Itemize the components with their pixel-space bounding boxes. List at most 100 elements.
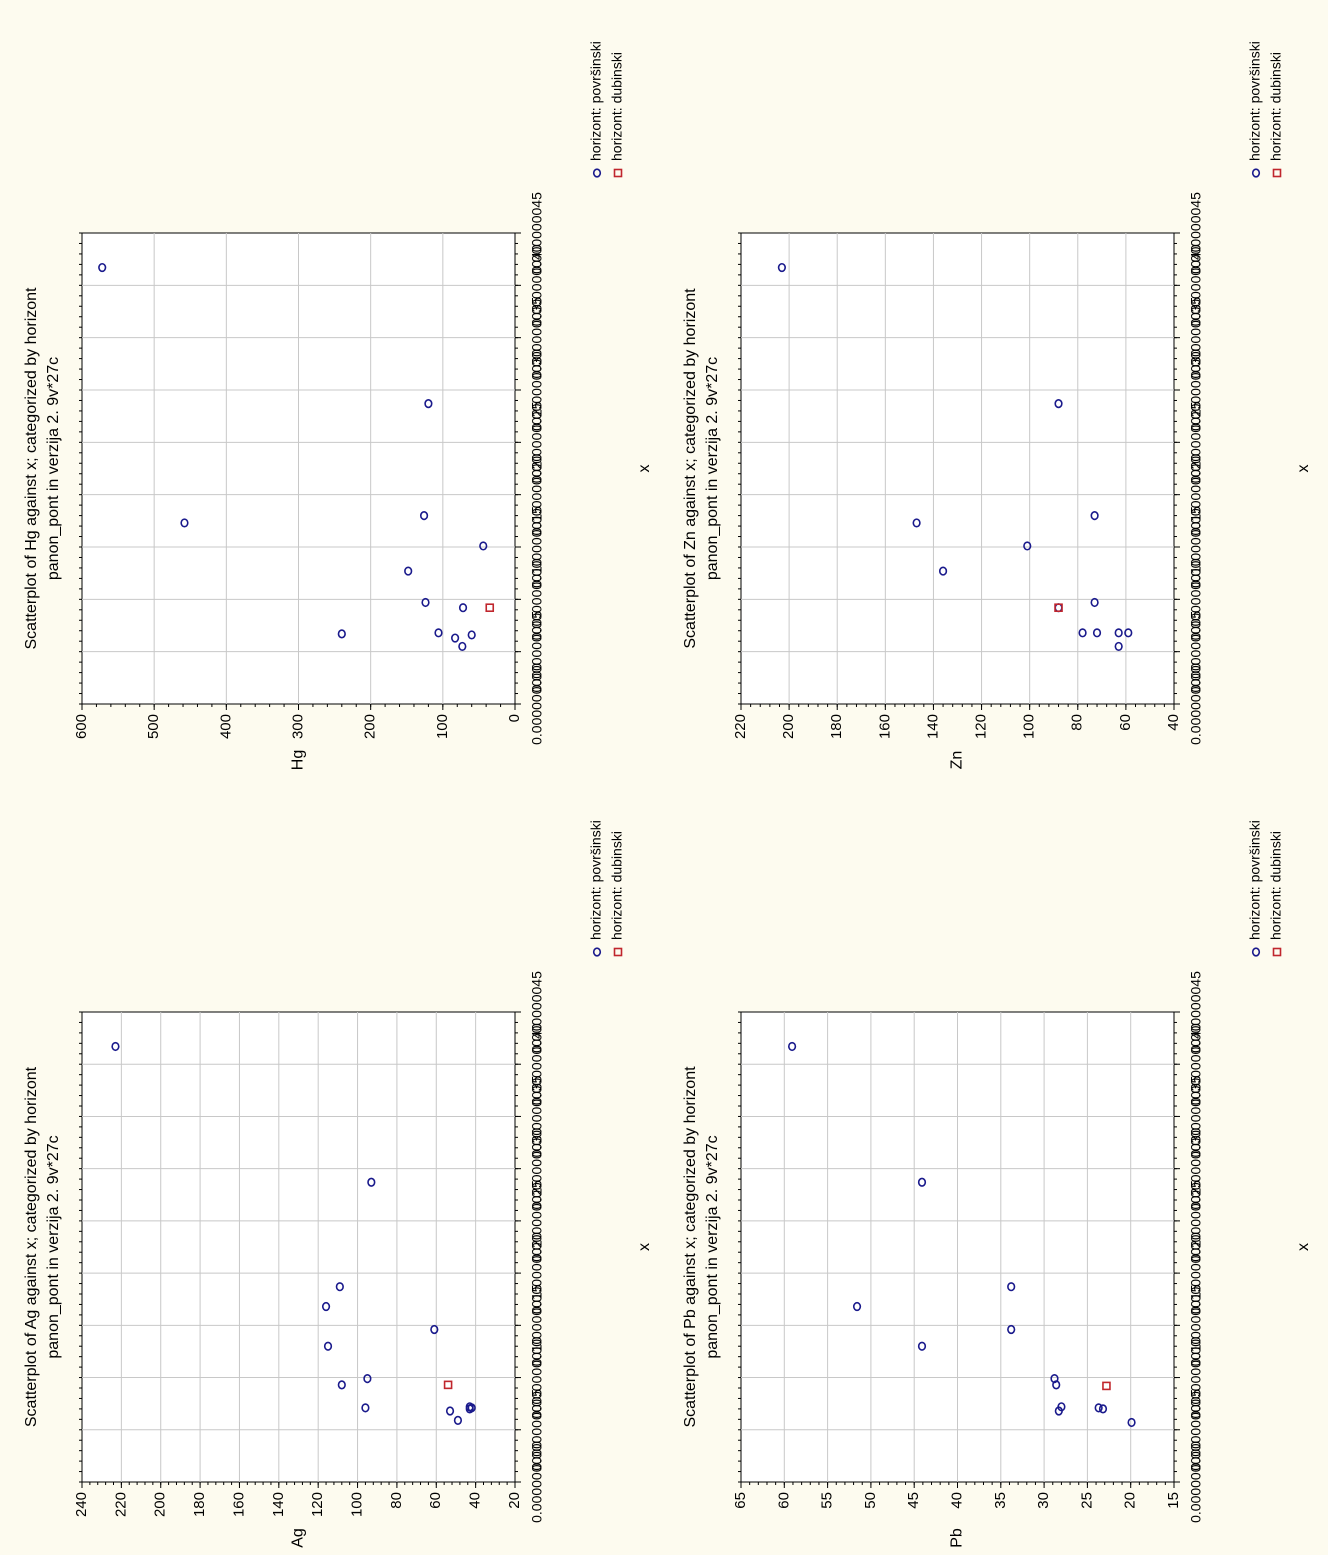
legend-marker-dubinski [1272,947,1282,957]
data-point-povrsinski [434,628,443,638]
x-tick-label: 0.000000035 [1187,1075,1203,1157]
data-point-povrsinski [1023,541,1032,551]
y-tick-label: 200 [152,1492,169,1517]
data-point-povrsinski [777,262,786,273]
y-tick-label: 100 [349,1492,366,1517]
x-tick-label: 0.000000015 [1187,506,1203,588]
chart-panel-hg: 0 100 200 300 400 500 600 0.0000000000.00000000… [0,0,664,778]
x-tick-label: 0.000000045 [528,192,544,274]
chart-title: Scatterplot of Hg against x; categorized… [23,287,40,650]
x-tick-label: 0.000000020 [528,1232,544,1314]
x-tick-label: 0.000000005 [1187,611,1203,693]
y-tick-label: 180 [191,1492,208,1517]
data-point-povrsinski [430,1324,439,1335]
data-point-povrsinski [917,1177,927,1187]
data-point-povrsinski [419,510,429,521]
data-point-povrsinski [917,1341,927,1351]
x-tick-label: 0.000000035 [1187,297,1203,379]
data-point-povrsinski [1092,628,1102,638]
y-axis-label: Hg [290,750,307,770]
data-point-povrsinski [1054,1406,1063,1416]
y-axis-label: Pb [949,1528,966,1548]
chart-title: Scatterplot of Ag against x; categorized… [23,1066,40,1427]
x-tick-label: 0.000000025 [528,401,544,483]
data-point-povrsinski [1114,628,1123,638]
data-point-povrsinski [445,1406,455,1416]
plot-area [740,232,1175,705]
legend-label-dubinski: horizont: dubinski [609,831,625,940]
y-tick-label: 200 [362,714,379,739]
x-tick-label: 0.000000020 [1187,1232,1203,1314]
x-tick-label: 0.000000005 [528,1389,544,1471]
y-tick-label: 40 [948,1492,965,1509]
data-point-povrsinski [367,1177,376,1187]
y-tick-label: 600 [73,714,90,739]
data-point-povrsinski [337,629,346,639]
x-tick-label: 0.000000040 [528,244,544,326]
x-tick-label: 0.000000005 [528,611,544,693]
x-tick-label: 0.000000025 [1187,1180,1203,1262]
data-point-povrsinski [1007,1282,1016,1292]
x-tick-label: 0.000000035 [528,297,544,379]
y-tick-label: 15 [1165,1492,1182,1509]
x-tick-label: 0.000000025 [1187,401,1203,483]
y-tick-label: 20 [1122,1492,1139,1509]
legend-label-povrsinski: horizont: površinski [588,820,604,940]
y-tick-label: 40 [467,1492,484,1509]
x-tick-label: 0.000000005 [1187,1389,1203,1471]
x-axis-label: x [636,465,653,473]
y-tick-label: 100 [434,714,451,739]
y-tick-label: 45 [905,1492,922,1509]
y-tick-label: 220 [112,1492,129,1517]
data-point-povrsinski [421,597,430,608]
chart-subtitle: panon_pont in verzija 2. 9v*27c [45,357,62,580]
x-tick-label: 0.000000000 [1187,1441,1203,1523]
y-tick-label: 50 [862,1492,879,1509]
x-tick-label: 0.000000010 [528,558,544,640]
plot-area [81,1011,516,1483]
data-point-povrsinski [787,1041,797,1052]
y-tick-label: 160 [230,1492,247,1517]
data-point-dubinski [443,1380,453,1390]
x-tick-label: 0.000000030 [1187,349,1203,431]
data-point-povrsinski [1094,1403,1103,1413]
y-tick-label: 55 [819,1492,836,1509]
x-tick-label: 0.000000030 [528,1128,544,1210]
y-tick-label: 60 [775,1492,792,1509]
x-axis-label: x [1295,465,1312,473]
legend-marker-povrsinski [592,168,602,178]
y-tick-label: 20 [506,1492,523,1509]
data-point-dubinski [1054,603,1063,613]
y-tick-label: 65 [732,1492,749,1509]
y-tick-label: 40 [1165,714,1182,731]
x-tick-label: 0.000000010 [1187,558,1203,640]
x-tick-label: 0.000000035 [528,1075,544,1157]
legend-label-povrsinski: horizont: površinski [1247,41,1263,161]
y-tick-label: 140 [924,714,941,739]
chart-title: Scatterplot of Pb against x; categorized… [682,1066,699,1428]
y-tick-label: 200 [780,714,797,739]
legend-marker-povrsinski [592,947,602,957]
y-tick-label: 120 [309,1492,326,1517]
data-point-povrsinski [1078,628,1087,638]
data-point-povrsinski [912,518,921,528]
chart-subtitle: panon_pont in verzija 2. 9v*27c [704,357,721,580]
x-tick-label: 0.000000000 [1187,663,1203,745]
y-tick-label: 0 [506,714,523,722]
data-point-povrsinski [98,262,107,273]
y-tick-label: 180 [828,714,845,739]
legend-marker-dubinski [613,168,623,178]
y-tick-label: 300 [289,714,306,739]
legend-marker-povrsinski [1251,947,1261,957]
data-point-povrsinski [458,641,467,652]
data-point-povrsinski [404,566,413,576]
data-point-povrsinski [458,603,468,613]
y-tick-label: 25 [1078,1492,1095,1509]
legend-marker-dubinski [613,947,623,957]
y-tick-label: 220 [732,714,749,739]
x-axis-label: x [636,1243,653,1251]
data-point-povrsinski [180,518,189,528]
